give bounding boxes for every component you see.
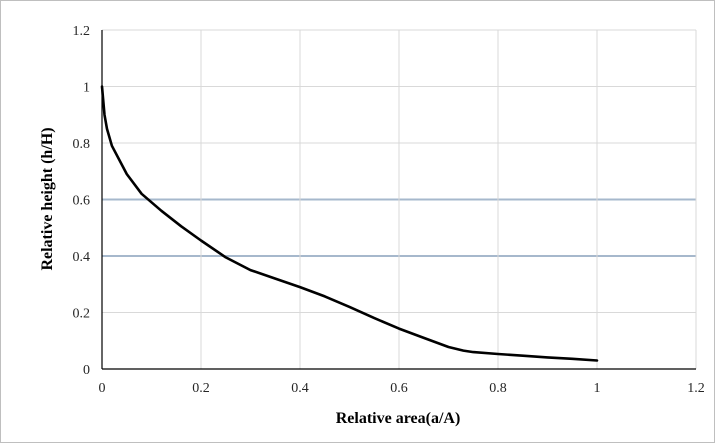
gridlines [102, 29, 697, 369]
series-layer [100, 85, 599, 362]
x-axis-title: Relative area(a/A) [336, 410, 461, 427]
tick-labels: 0 0.2 0.4 0.6 0.8 1 1.2 0 0.2 0.4 0.6 0.8 1 1.2 [73, 24, 705, 396]
x-tick-label-5: 1 [594, 381, 601, 396]
y-tick-label-0: 0 [83, 363, 90, 378]
series-line-0 [100, 85, 599, 362]
y-tick-label-5: 1 [83, 81, 90, 96]
y-tick-label-6: 1.2 [73, 24, 91, 39]
x-tick-label-1: 0.2 [192, 381, 210, 396]
x-tick-label-6: 1.2 [687, 381, 705, 396]
y-tick-label-2: 0.4 [73, 250, 91, 265]
y-tick-label-1: 0.2 [73, 307, 91, 322]
x-tick-label-2: 0.4 [291, 381, 309, 396]
x-tick-label-3: 0.6 [390, 381, 408, 396]
y-tick-label-4: 0.8 [73, 137, 91, 152]
x-tick-label-0: 0 [99, 381, 106, 396]
y-axis-title: Relative height (h/H) [39, 127, 56, 270]
y-tick-label-3: 0.6 [73, 194, 91, 209]
x-tick-label-4: 0.8 [489, 381, 507, 396]
